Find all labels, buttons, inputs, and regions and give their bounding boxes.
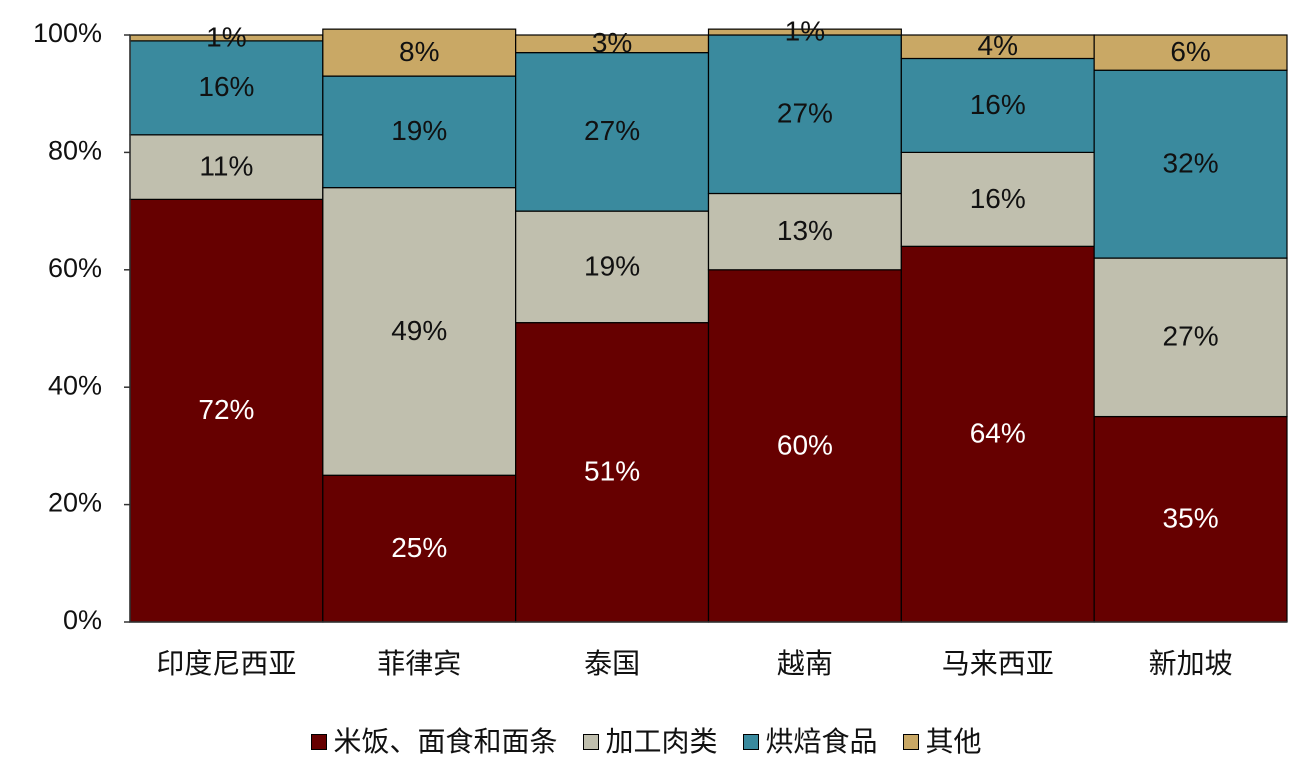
data-label: 6% [1170,36,1210,67]
y-tick-label: 100% [33,18,102,48]
bar-segment [129,40,324,136]
data-label: 72% [198,394,254,425]
bar-segment [129,198,324,623]
y-tick-label: 60% [48,253,102,283]
x-category-label: 泰国 [584,647,640,680]
legend-item: 加工肉类 [583,725,718,758]
legend-label: 烘焙食品 [766,725,878,758]
data-label: 13% [777,215,833,246]
bar-segment [707,269,902,623]
bar-segment [1093,415,1288,623]
bar-segment [515,210,710,324]
bar-segment [515,322,710,623]
y-tick-label: 80% [48,136,102,166]
data-label: 3% [592,27,632,58]
data-label: 25% [391,532,447,563]
data-label: 19% [584,250,640,281]
legend-swatch [903,734,919,750]
legend-label: 米饭、面食和面条 [334,725,558,758]
bar-segment [322,28,517,77]
data-label: 32% [1163,148,1219,179]
bar-segment [707,28,902,36]
y-tick-label: 40% [48,370,102,400]
y-axis-ticks: 0% 20% 40% 60% 80% 100% [33,18,130,635]
y-tick-label: 20% [48,488,102,518]
data-label: 16% [970,183,1026,214]
legend-item: 烘焙食品 [743,725,878,758]
legend-swatch [583,734,599,750]
data-label: 27% [1163,321,1219,352]
data-label: 16% [970,89,1026,120]
legend-label: 其他 [926,725,982,758]
bar-segment [900,57,1095,153]
legend-label: 加工肉类 [606,725,718,758]
data-label: 1% [206,21,246,52]
bar-segment [707,34,902,195]
legend: 米饭、面食和面条 加工肉类 烘焙食品 其他 [311,725,982,758]
data-label: 64% [970,418,1026,449]
data-label: 60% [777,429,833,460]
data-label: 19% [391,115,447,146]
x-axis-category-labels: 印度尼西亚 菲律宾 泰国 越南 马来西亚 新加坡 [156,647,1232,680]
bar-segment [1093,69,1288,259]
data-label: 51% [584,456,640,487]
legend-item: 其他 [903,725,982,758]
x-category-label: 菲律宾 [377,647,461,680]
data-label: 4% [978,30,1018,61]
bar-segment [1093,257,1288,418]
data-label: 1% [785,15,825,46]
x-category-label: 马来西亚 [942,647,1054,680]
y-tick-label: 0% [63,605,102,635]
bar-segment [1093,34,1288,71]
data-label: 27% [777,98,833,129]
data-label: 35% [1163,503,1219,534]
data-label: 8% [399,36,439,67]
data-label: 16% [198,71,254,102]
legend-swatch [311,734,327,750]
bars-area [129,28,1288,623]
data-label: 11% [199,150,253,181]
data-label: 27% [584,115,640,146]
data-labels: 72% 11% 16% 1% 25% 49% 19% 8% 51% 19% 27% 3% 60% 13% 2… [198,15,1218,563]
legend-item: 米饭、面食和面条 [311,725,558,758]
x-category-label: 越南 [777,647,833,680]
bar-segment [322,75,517,189]
data-label: 49% [391,315,447,346]
bar-segment [707,192,902,271]
bar-segment [900,245,1095,623]
x-category-label: 印度尼西亚 [156,647,296,680]
legend-swatch [743,734,759,750]
x-category-label: 新加坡 [1149,647,1233,680]
